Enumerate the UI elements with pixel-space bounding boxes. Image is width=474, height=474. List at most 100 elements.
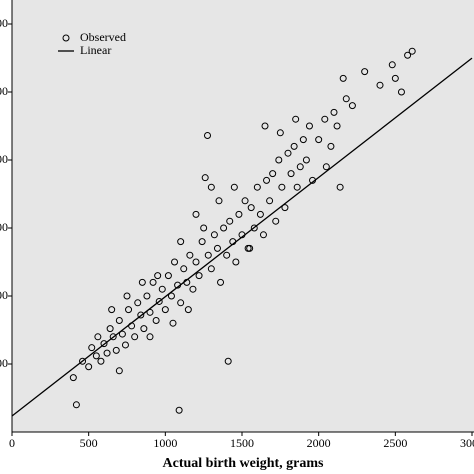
point (140, 325, 148, 333)
point (321, 115, 329, 123)
y-tick-label: 1000 (0, 288, 8, 302)
point (339, 74, 347, 82)
point (167, 292, 175, 300)
point (158, 285, 166, 293)
point (131, 333, 139, 341)
point (263, 176, 271, 184)
point (143, 292, 151, 300)
point (97, 357, 105, 365)
point (269, 170, 277, 178)
point (246, 244, 254, 252)
point (207, 183, 215, 191)
point (315, 136, 323, 144)
point (299, 136, 307, 144)
plot-background (12, 0, 474, 432)
point (154, 272, 162, 280)
point (253, 183, 261, 191)
y-tick-label: 2500 (0, 84, 8, 98)
legend-symbol (62, 34, 70, 42)
point (204, 132, 211, 140)
point (210, 231, 218, 239)
point (121, 341, 129, 349)
point (391, 74, 399, 82)
point (342, 95, 350, 103)
point (276, 129, 284, 137)
point (235, 210, 243, 218)
x-tick-label: 500 (80, 436, 98, 450)
point (330, 108, 338, 116)
point (138, 278, 146, 286)
point (224, 357, 232, 365)
point (146, 333, 154, 341)
point (376, 81, 384, 89)
legend-label: Observed (80, 30, 126, 44)
point (184, 306, 192, 314)
point (192, 258, 200, 266)
point (336, 183, 344, 191)
point (118, 330, 126, 338)
point (278, 183, 286, 191)
x-axis-label: Actual birth weight, grams (163, 456, 325, 471)
x-tick-label: 2500 (383, 436, 407, 450)
point (171, 258, 179, 266)
point (195, 272, 203, 280)
point (155, 297, 163, 305)
x-tick-label: 1500 (230, 436, 254, 450)
x-tick-label: 0 (9, 436, 15, 450)
point (125, 306, 133, 314)
point (108, 306, 116, 314)
point (293, 183, 301, 191)
point (100, 340, 108, 348)
point (305, 122, 313, 130)
point (327, 142, 335, 150)
point (348, 102, 356, 110)
point (241, 197, 249, 205)
point (404, 51, 412, 59)
point (207, 265, 215, 273)
point (388, 61, 396, 69)
point (272, 217, 280, 225)
point (200, 224, 208, 232)
point (213, 244, 221, 252)
point (284, 149, 292, 157)
point (192, 210, 200, 218)
point (177, 299, 185, 307)
point (201, 174, 209, 182)
point (232, 258, 240, 266)
point (149, 278, 157, 286)
point (230, 183, 238, 191)
point (94, 333, 102, 341)
point (215, 197, 223, 205)
point (281, 204, 289, 212)
point (92, 352, 100, 360)
point (220, 224, 228, 232)
point (137, 311, 145, 319)
point (266, 197, 274, 205)
point (223, 251, 231, 259)
legend-label: Linear (80, 43, 111, 57)
point (85, 363, 93, 371)
point (226, 217, 234, 225)
point (175, 406, 183, 414)
point (204, 251, 212, 259)
fit-line (11, 57, 473, 417)
y-tick-label: 500 (0, 356, 8, 370)
point (361, 68, 369, 76)
point (103, 349, 111, 357)
point (198, 238, 206, 246)
point (247, 204, 255, 212)
point (134, 299, 142, 307)
point (169, 319, 177, 327)
point (177, 238, 185, 246)
point (152, 316, 160, 324)
point (106, 325, 114, 333)
y-tick-label: 1500 (0, 220, 8, 234)
point (112, 346, 120, 354)
point (275, 156, 283, 164)
x-tick-label: 2000 (307, 436, 331, 450)
point (287, 170, 295, 178)
point (69, 374, 77, 382)
point (217, 278, 225, 286)
